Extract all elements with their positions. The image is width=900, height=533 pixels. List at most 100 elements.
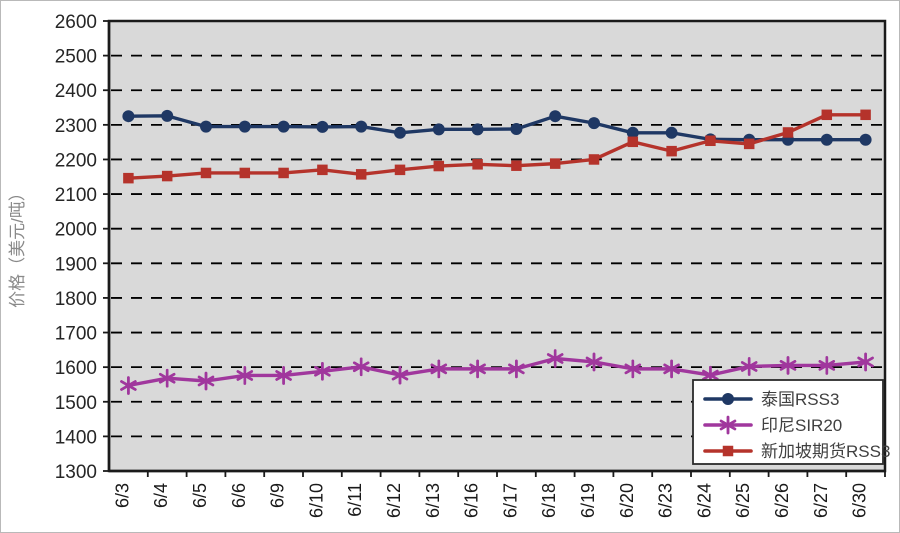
x-tick-label: 6/26 [772, 483, 792, 518]
gridlines [111, 54, 883, 438]
data-point-marker [722, 445, 734, 457]
data-point-marker [391, 365, 409, 385]
x-tick-label: 6/30 [850, 483, 870, 518]
data-point-marker [627, 136, 639, 148]
series-2 [120, 349, 874, 395]
data-point-marker [433, 160, 445, 172]
x-tick-label: 6/9 [268, 483, 288, 508]
x-tick-label: 6/13 [423, 483, 443, 518]
data-point-marker [546, 349, 564, 368]
data-point-marker [663, 359, 680, 379]
data-point-marker [743, 138, 755, 150]
x-tick-label: 6/20 [617, 483, 637, 518]
data-point-marker [158, 368, 176, 388]
x-tick-label: 6/10 [306, 483, 326, 518]
data-point-marker [821, 109, 833, 121]
legend-label: 泰国RSS3 [761, 390, 839, 409]
series-line [126, 356, 868, 388]
y-axis-title: 价格（美元/吨） [8, 184, 27, 308]
data-point-marker [665, 126, 678, 139]
data-point-marker [508, 359, 525, 379]
data-point-marker [510, 123, 523, 135]
y-tick-label: 2100 [55, 185, 97, 206]
data-point-marker [820, 133, 833, 146]
data-series-group [120, 109, 874, 395]
data-point-marker [666, 145, 677, 157]
x-tick-label: 6/6 [229, 483, 249, 508]
data-point-marker [511, 160, 522, 171]
data-point-marker [200, 167, 212, 179]
data-point-marker [122, 110, 135, 123]
data-point-marker [275, 366, 292, 385]
data-point-marker [123, 172, 134, 184]
data-point-marker [430, 359, 448, 379]
data-point-marker [394, 126, 406, 139]
data-point-marker [278, 167, 289, 179]
y-tick-label: 2000 [55, 220, 97, 241]
y-tick-label: 1300 [55, 462, 97, 483]
data-point-marker [740, 357, 758, 376]
data-point-marker [719, 415, 737, 435]
data-point-marker [471, 123, 484, 136]
data-point-marker [316, 120, 329, 133]
data-point-marker [782, 127, 794, 138]
data-point-marker [277, 120, 290, 133]
data-point-marker [469, 359, 486, 379]
data-point-marker [860, 109, 871, 121]
data-point-marker [779, 356, 797, 375]
x-tick-label: 6/5 [190, 483, 210, 508]
legend-entries: 泰国RSS3 印尼SIR20 新加坡期货RSS3 [703, 390, 890, 461]
y-tick-label: 2500 [55, 47, 97, 68]
data-point-marker [588, 154, 600, 165]
y-tick-label: 1500 [55, 393, 97, 414]
x-tick-label: 6/12 [384, 483, 404, 518]
y-tick-label: 1800 [55, 289, 97, 310]
x-tick-label: 6/17 [500, 483, 520, 518]
x-tick-label: 6/11 [345, 483, 365, 517]
data-point-marker [859, 133, 872, 146]
data-point-marker [588, 117, 600, 130]
x-tick-label: 6/19 [578, 483, 598, 518]
data-point-marker [200, 120, 212, 133]
series-line [126, 113, 868, 180]
data-point-marker [818, 356, 836, 375]
y-tick-label: 1900 [55, 254, 97, 275]
data-point-marker [314, 362, 331, 381]
y-tick-label: 2400 [55, 81, 97, 102]
data-point-marker [432, 123, 445, 136]
x-tick-label: 6/27 [811, 483, 831, 518]
data-point-marker [161, 109, 174, 122]
y-axis-tick-labels: 1300 1400 1500 1600 1700 1800 1900 2000 2100 2200… [55, 12, 97, 483]
data-point-marker [238, 120, 251, 133]
data-point-marker [722, 393, 734, 405]
series-3 [123, 109, 871, 184]
x-axis-tick-labels: 6/3 6/4 6/5 6/6 6/9 6/10 6/11 6/12 6/13 6/16 6/17 6… [112, 483, 869, 518]
data-point-marker [355, 169, 367, 180]
data-point-marker [472, 159, 483, 170]
data-point-marker [197, 371, 215, 391]
x-tick-label: 6/18 [539, 483, 559, 518]
x-tick-label: 6/3 [112, 483, 132, 508]
data-point-marker [161, 170, 173, 182]
x-tick-label: 6/23 [656, 483, 676, 518]
x-tick-label: 6/25 [733, 483, 753, 518]
x-tick-label: 6/24 [694, 483, 714, 518]
legend-label: 印尼SIR20 [761, 416, 842, 435]
legend-label: 新加坡期货RSS3 [761, 442, 890, 461]
y-tick-label: 1700 [55, 324, 97, 345]
data-point-marker [352, 357, 370, 377]
data-point-marker [857, 352, 874, 372]
data-point-marker [549, 110, 562, 123]
data-point-marker [120, 376, 137, 395]
data-point-marker [236, 366, 254, 385]
series-line [126, 114, 868, 142]
y-tick-label: 1400 [55, 427, 97, 448]
data-point-marker [705, 135, 716, 147]
data-point-marker [585, 352, 603, 372]
data-point-marker [624, 359, 642, 379]
data-point-marker [626, 126, 639, 139]
y-tick-label: 2200 [55, 150, 97, 171]
data-point-marker [317, 164, 328, 176]
